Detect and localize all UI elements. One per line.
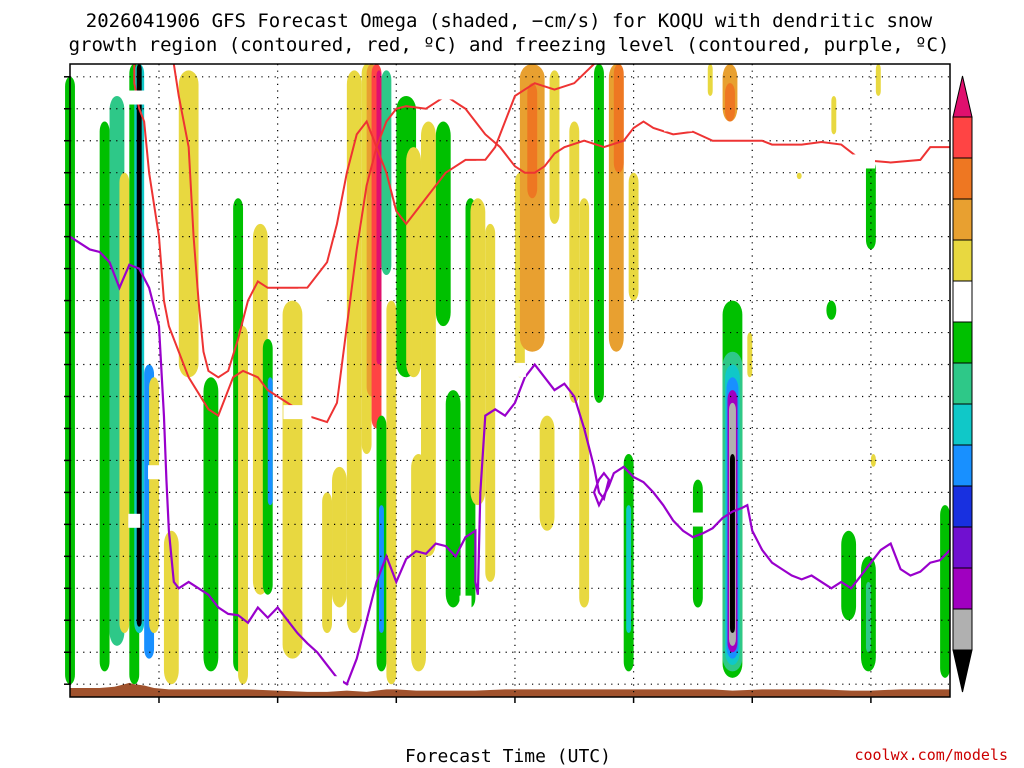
colorbar [952,75,973,693]
omega-band-61 [730,454,735,634]
omega-band-13 [238,326,248,685]
omega-band-67 [865,159,876,250]
colorbar-swatch-5 [952,321,973,364]
contour-label-bg-3 [664,117,693,132]
omega-band-3 [119,172,130,634]
omega-band-19 [332,466,347,608]
chart-title-line2: growth region (contoured, red, ºC) and f… [69,34,950,56]
colorbar-swatch-10 [952,526,973,569]
omega-band-44 [579,198,590,608]
omega-band-1 [99,121,110,672]
colorbar-under-arrow [952,649,973,693]
omega-band-70 [870,454,876,467]
dgz-contour-0 [133,64,950,424]
omega-band-30 [406,147,422,378]
omega-band-52 [707,64,713,96]
x-axis [158,697,872,703]
credit-text: coolwx.com/models [854,746,1008,764]
gridlines [70,64,950,697]
contour-label-bg-12 [513,362,526,377]
omega-band-45 [594,64,604,403]
contour-label-bg-9 [128,513,141,528]
contour-label-bg-11 [459,595,472,610]
omega-band-43 [569,121,580,403]
omega-band-63 [796,172,802,180]
contour-label-bg-4 [847,154,876,169]
omega-band-69 [865,581,871,653]
omega-band-72 [940,505,950,678]
contours [69,63,951,686]
contour-label-bg-0 [127,90,156,105]
omega-band-10 [178,70,199,378]
omega-band-42 [549,70,560,224]
omega-band-34 [445,390,461,608]
omega-band-64 [831,95,837,135]
contour-label-bg-2 [476,160,505,175]
colorbar-swatch-4 [952,280,973,323]
contour-label-bg-13 [691,512,704,527]
x-axis-label: Forecast Time (UTC) [405,746,611,767]
omega-band-39 [519,64,545,352]
colorbar-swatch-3 [952,239,973,282]
colorbar-swatch-12 [952,608,973,651]
terrain-fill [70,682,950,697]
y-axis [64,76,70,685]
omega-band-50 [626,505,632,634]
colorbar-swatch-9 [952,485,973,528]
contour-label-bg-1 [426,85,455,100]
contour-label-bg-7 [78,270,91,285]
omega-band-37 [485,223,496,582]
colorbar-over-arrow [952,75,973,118]
plot-frame [69,63,951,698]
omega-band-65 [826,300,837,320]
omega-band-6 [136,64,142,627]
colorbar-swatch-0 [952,116,973,159]
omega-band-17 [282,300,303,659]
freezing-level-contour [69,235,951,686]
dgz-contour-1 [172,63,595,379]
omega-band-71 [875,64,881,96]
omega-band-8 [149,377,159,634]
colorbar-swatch-6 [952,362,973,405]
colorbar-swatch-1 [952,157,973,200]
omega-band-24 [376,70,382,365]
omega-band-66 [841,530,857,621]
contour-label-bg-6 [283,405,312,420]
omega-band-9 [163,530,179,685]
omega-band-20 [346,70,362,634]
contour-labels [78,85,876,691]
omega-band-51 [692,479,703,608]
omega-band-47 [613,64,624,173]
colorbar-swatch-2 [952,198,973,241]
contour-label-bg-5 [298,288,327,303]
omega-band-62 [747,332,753,378]
omega-band-41 [539,415,555,531]
omega-band-16 [267,377,273,506]
colorbar-swatch-7 [952,403,973,446]
omega-band-11 [203,377,219,672]
omega-band-54 [725,83,735,122]
terrain-area [70,682,950,697]
omega-band-33 [435,121,451,327]
omega-band-18 [322,492,333,634]
contour-label-bg-8 [148,465,161,480]
contour-label-bg-10 [330,676,343,691]
colorbar-swatch-11 [952,567,973,610]
chart-title-line1: 2026041906 GFS Forecast Omega (shaded, −… [86,10,933,32]
contour-label-bg-14 [820,564,833,579]
omega-band-36 [470,198,486,506]
omega-band-32 [421,121,436,557]
colorbar-swatch-8 [952,444,973,487]
omega-shading [65,64,950,685]
